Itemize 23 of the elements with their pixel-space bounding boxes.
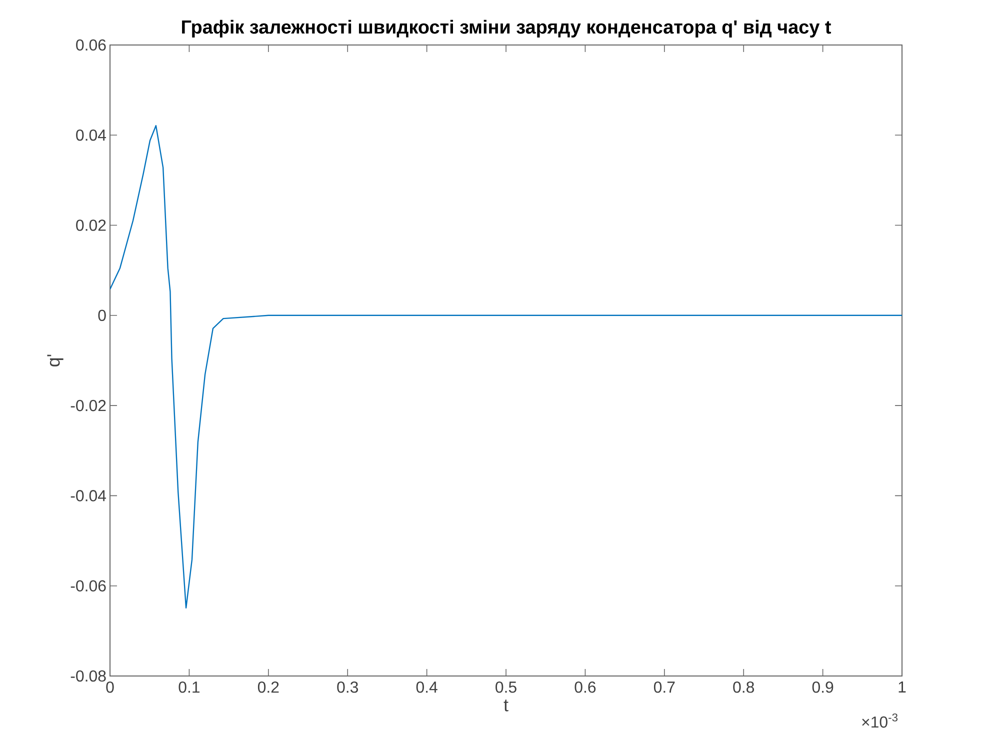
x-tick-label: 0.7 (654, 682, 675, 693)
y-tick-label: -0.06 (70, 580, 106, 592)
x-tick-label: 0.6 (574, 682, 596, 693)
x-tick-label: 0.4 (416, 682, 438, 693)
text: ×10$^{-3}$ (862, 714, 898, 728)
y-tick-label: 0.04 (76, 129, 106, 141)
y-axis-title: q' (47, 354, 64, 366)
x-tick-label: 0.3 (337, 682, 358, 693)
x-tick-label: 0.1 (178, 682, 200, 693)
x-tick-label: 0.8 (733, 682, 754, 693)
y-tick-label: 0.06 (76, 39, 106, 51)
x-tick-label: 0.9 (812, 682, 834, 693)
y-tick-label: -0.04 (70, 490, 106, 502)
y-tick-label: 0 (98, 310, 106, 322)
x-tick-label: 1 (898, 682, 906, 692)
chart-title: Графік залежності швидкості зміни заряду конденсатора q' від часу t (182, 20, 831, 38)
y-tick-label: -0.08 (70, 670, 106, 682)
x-tick-label: 0 (106, 682, 114, 693)
y-tick-label: -0.02 (70, 400, 106, 412)
y-tick-label: 0.02 (76, 220, 106, 231)
x-axis-title: t (504, 700, 508, 712)
x-tick-label: 0.2 (258, 682, 279, 693)
x-tick-label: 0.5 (496, 682, 516, 693)
